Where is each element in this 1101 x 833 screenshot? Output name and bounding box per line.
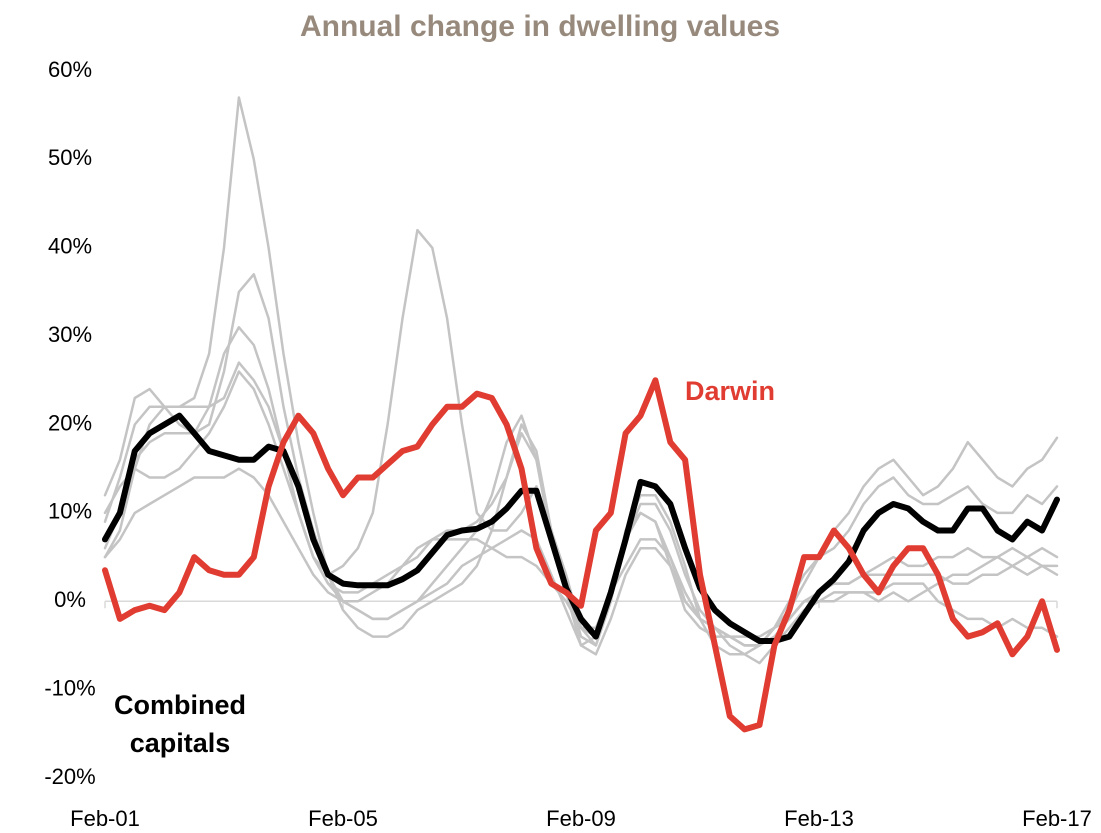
y-tick-label: -10% (44, 675, 95, 700)
y-tick-label: 20% (48, 410, 92, 435)
y-tick-label: -20% (44, 764, 95, 789)
series-line (102, 412, 1060, 644)
series-annotation: Darwin (684, 376, 776, 406)
y-tick-label: 60% (48, 57, 92, 82)
x-tick-label: Feb-05 (308, 806, 378, 831)
x-tick-label: Feb-01 (70, 806, 140, 831)
chart-title: Annual change in dwelling values (300, 10, 780, 43)
y-tick-label: 0% (54, 587, 86, 612)
series-line (102, 377, 1060, 733)
y-tick-label: 40% (48, 234, 92, 259)
series-annotation: Combined capitals (114, 690, 246, 758)
background-line (103, 467, 1059, 665)
y-tick-label: 50% (48, 145, 92, 170)
x-tick-label: Feb-17 (1022, 806, 1092, 831)
background-line (103, 96, 1059, 647)
y-tick-label: 10% (48, 499, 92, 524)
y-tick-label: 30% (48, 322, 92, 347)
x-tick-label: Feb-13 (784, 806, 854, 831)
x-tick-label: Feb-09 (546, 806, 616, 831)
